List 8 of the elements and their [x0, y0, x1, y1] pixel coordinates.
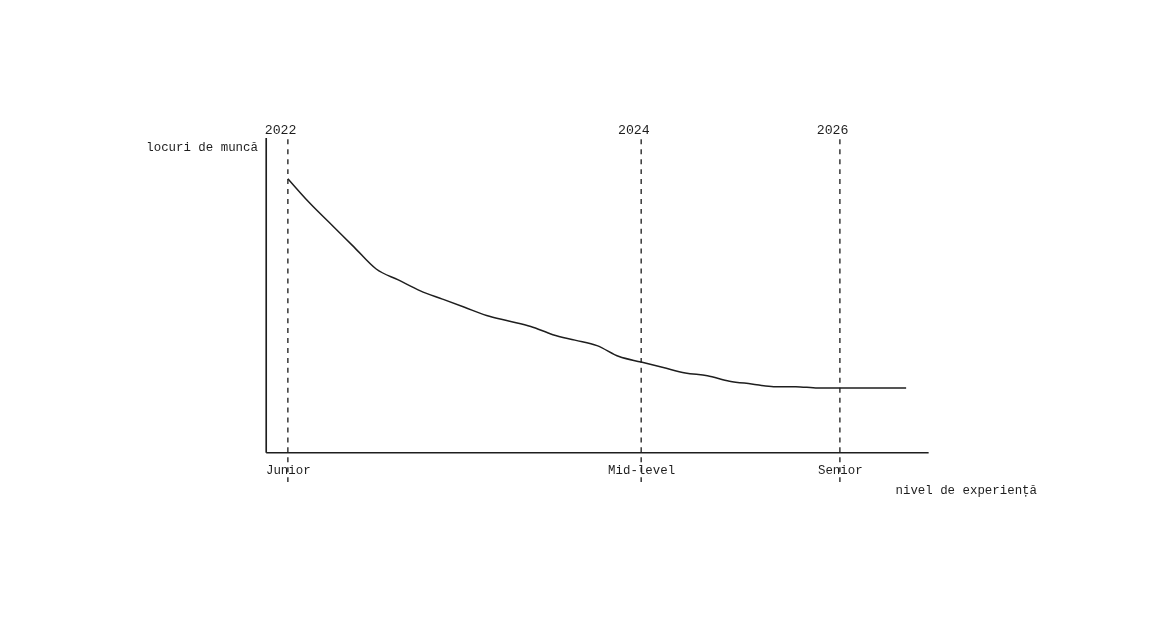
x-tick-label: Junior — [265, 464, 311, 479]
ref-line-label: 2026 — [816, 122, 849, 138]
x-tick-label: Senior — [817, 464, 863, 479]
y-axis-title: locuri de muncă — [146, 140, 259, 155]
ref-line-label: 2024 — [617, 122, 650, 138]
ref-line-label: 2022 — [264, 122, 297, 138]
x-axis-title: nivel de experiență — [895, 484, 1038, 499]
x-tick-label: Mid-level — [608, 464, 676, 479]
